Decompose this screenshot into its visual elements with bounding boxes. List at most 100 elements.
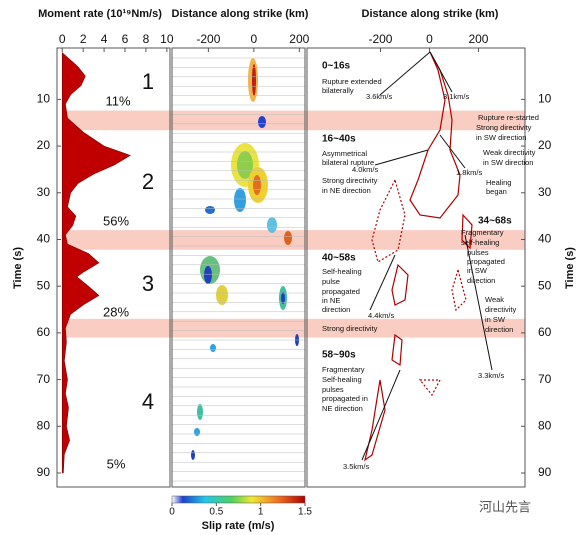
- x-tick-label: 200: [468, 32, 488, 46]
- annotation: Weak directivity: [483, 148, 536, 157]
- annotation: direction: [322, 305, 350, 314]
- velocity-arrows: [361, 51, 493, 461]
- y-tick-label: 40: [37, 232, 51, 246]
- y-axis-label: Time (s): [564, 247, 576, 289]
- panel-title: Moment rate (10¹⁹Nm/s): [38, 8, 162, 20]
- y-tick-label: 50: [538, 278, 552, 292]
- annotation: bilateral rupture: [322, 158, 374, 167]
- annotation: Fragmentary: [461, 228, 504, 237]
- annotation: pulses: [467, 248, 489, 257]
- x-tick-label: 0: [426, 32, 433, 46]
- colorbar-label: Slip rate (m/s): [202, 520, 275, 532]
- x-tick-label: 6: [122, 32, 129, 46]
- x-tick-label: -200: [368, 32, 392, 46]
- stage-label: 1: [142, 69, 154, 94]
- annotation: 40~58s: [322, 253, 356, 264]
- stage-label: 28%: [103, 304, 129, 319]
- annotation: in NE: [322, 296, 340, 305]
- annotation: 3.1km/s: [443, 92, 470, 101]
- y-tick-label: 10: [37, 92, 51, 106]
- annotation: 3.3km/s: [478, 371, 505, 380]
- annotation: Strong directivity: [322, 324, 378, 333]
- y-tick-label: 60: [37, 325, 51, 339]
- annotation: Self-healing: [322, 267, 362, 276]
- slip-and-contours: [172, 51, 493, 482]
- x-tick-label: 200: [289, 32, 309, 46]
- panel-title: Distance along strike (km): [362, 8, 499, 20]
- annotation: 3.6km/s: [366, 92, 393, 101]
- highlight-band: [62, 230, 525, 250]
- x-tick-label: -200: [196, 32, 220, 46]
- watermark: 河山先言: [479, 499, 531, 514]
- x-tick-label: 0: [251, 32, 258, 46]
- y-axis-label: Time (s): [12, 247, 24, 289]
- annotation: propagated: [467, 257, 505, 266]
- annotation: 34~68s: [478, 216, 512, 227]
- rupture-contours: [364, 51, 473, 462]
- annotation: 4.4km/s: [368, 311, 395, 320]
- y-tick-label: 90: [538, 465, 552, 479]
- annotation: began: [486, 187, 507, 196]
- slip-patches: [191, 58, 299, 460]
- annotation: 1.8km/s: [456, 168, 483, 177]
- stage-label: 2: [142, 169, 154, 194]
- colorbar-tick-label: 1.5: [298, 507, 312, 518]
- annotation: NE direction: [322, 404, 363, 413]
- annotation: Weak: [485, 295, 504, 304]
- annotation: Rupture extended: [322, 77, 382, 86]
- annotation: Strong directivity: [322, 176, 378, 185]
- annotation: bilaterally: [322, 86, 354, 95]
- colorbar: [171, 495, 306, 504]
- annotation: pulses: [322, 385, 344, 394]
- colorbar-tick-label: 0.5: [209, 507, 223, 518]
- panel-frame: [171, 47, 306, 488]
- annotation: Asymmetrical: [322, 149, 367, 158]
- y-tick-label: 60: [538, 325, 552, 339]
- y-tick-label: 10: [538, 92, 552, 106]
- x-tick-label: 0: [59, 32, 66, 46]
- annotation: Self-healing: [322, 375, 362, 384]
- panel-title: Distance along strike (km): [172, 8, 309, 20]
- annotation: Strong directivity: [476, 123, 532, 132]
- annotation: in NE direction: [322, 186, 371, 195]
- annotation: 16~40s: [322, 134, 356, 145]
- annotation: in SW direction: [483, 158, 533, 167]
- annotation: propagated in: [322, 394, 368, 403]
- annotation: in SW direction: [476, 133, 526, 142]
- x-tick-label: 10: [160, 32, 174, 46]
- annotation: 3.5km/s: [343, 462, 370, 471]
- stage-label: 3: [142, 271, 154, 296]
- y-tick-label: 20: [538, 138, 552, 152]
- annotation: in SW: [485, 315, 506, 324]
- y-tick-label: 70: [37, 372, 51, 386]
- y-tick-label: 80: [37, 418, 51, 432]
- y-tick-label: 70: [538, 372, 552, 386]
- x-tick-label: 2: [80, 32, 87, 46]
- x-tick-label: 4: [101, 32, 108, 46]
- annotation: Rupture re-started: [478, 113, 539, 122]
- annotation: pulse: [322, 277, 340, 286]
- stage-label: 56%: [103, 213, 129, 228]
- annotation: propagated: [322, 287, 360, 296]
- stage-label: 11%: [105, 93, 130, 108]
- annotation: direction: [467, 276, 495, 285]
- y-tick-label: 80: [538, 418, 552, 432]
- stage-label: 5%: [107, 456, 126, 471]
- panel-frame: [306, 47, 526, 488]
- colorbar-tick-label: 1: [258, 507, 264, 518]
- stage-label: 4: [142, 389, 154, 414]
- annotation: 0~16s: [322, 61, 351, 72]
- y-tick-label: 50: [37, 278, 51, 292]
- highlight-band: [62, 318, 525, 338]
- annotation: in SW: [467, 266, 488, 275]
- annotation: Fragmentary: [322, 365, 365, 374]
- annotation: 4.0km/s: [352, 165, 379, 174]
- panel-frame: [56, 47, 171, 488]
- y-tick-label: 40: [538, 232, 552, 246]
- moment-rate-area: [61, 51, 131, 474]
- annotation: directivity: [485, 305, 517, 314]
- annotation: 58~90s: [322, 350, 356, 361]
- y-tick-label: 20: [37, 138, 51, 152]
- annotation: Healing: [486, 178, 511, 187]
